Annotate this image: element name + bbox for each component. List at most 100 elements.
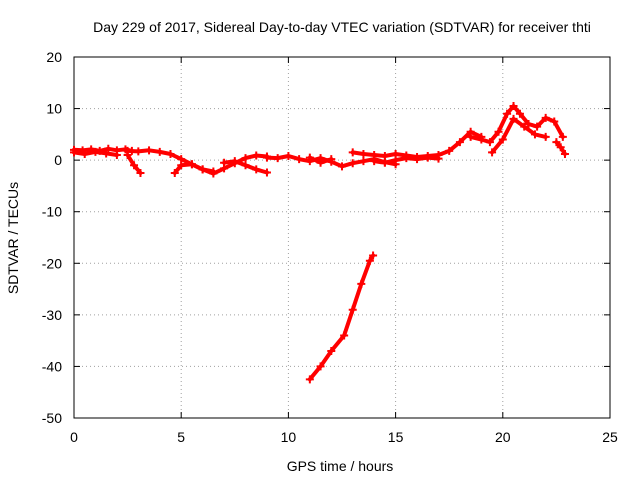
data-point [556,143,565,152]
x-axis-label: GPS time / hours [287,458,394,474]
data-point [327,346,336,355]
data-point [380,152,389,161]
data-point [91,147,100,156]
data-point [488,148,497,157]
data-point [359,157,368,166]
data-point [359,149,368,158]
data-point [541,113,550,122]
y-axis-label: SDTVAR / TECUs [5,182,21,294]
data-point [391,156,400,165]
data-point [134,147,143,156]
data-point [198,165,207,174]
x-tick-label: 10 [281,429,297,445]
data-point [520,122,529,131]
data-point [485,138,494,147]
data-point [402,154,411,163]
data-point [466,132,475,141]
data-point [305,375,314,384]
grid [74,57,610,418]
data-point [145,146,154,155]
data-point [552,138,561,147]
x-tick-label: 5 [177,429,185,445]
data-point [560,149,569,158]
y-tick-label: -20 [42,255,62,271]
data-point [380,158,389,167]
y-tick-label: -50 [42,410,62,426]
data-point [252,165,261,174]
data-point [369,251,378,260]
data-point [220,158,229,167]
data-point [477,135,486,144]
data-point [498,135,507,144]
data-point [230,157,239,166]
x-tick-label: 15 [388,429,404,445]
data-point [348,148,357,157]
data-point [494,127,503,136]
data-point [445,146,454,155]
data-point [357,279,366,288]
data-point [509,114,518,123]
data-point [273,154,282,163]
data-point [104,144,113,153]
data-point [123,146,132,155]
data-point [316,362,325,371]
data-point [295,155,304,164]
data-point [340,331,349,340]
data-point [112,150,121,159]
x-tick-label: 25 [602,429,618,445]
data-point [338,162,346,171]
data-point [262,168,271,177]
x-tick-label: 20 [495,429,511,445]
data-point [70,148,78,157]
data-point [365,256,374,265]
data-point [541,132,550,141]
series-line-14 [307,253,376,382]
data-point [455,138,464,147]
x-tick-label: 0 [70,429,78,445]
data-point [170,169,179,178]
data-point [177,161,186,170]
data-point [187,160,196,169]
data-point [413,155,422,164]
data-point [550,117,559,126]
y-tick-label: 20 [46,49,62,65]
data-point [423,153,432,162]
data-point [370,157,379,166]
data-point [284,152,293,161]
data-point [252,151,261,160]
data-point [102,149,111,158]
data-point [136,169,145,178]
data-point [509,101,518,110]
data-point [530,130,539,139]
data-point [348,159,357,168]
data-point [130,161,139,170]
y-tick-label: -10 [42,204,62,220]
data-point [305,153,314,162]
y-tick-label: 0 [54,152,62,168]
axis-ticks: 0 5 10 15 20 25 -50 -40 -30 -20 -10 0 10 20 [42,49,618,445]
y-tick-label: 10 [46,101,62,117]
data-series [70,101,569,384]
data-point [558,132,567,141]
y-tick-label: -30 [42,307,62,323]
data-point [524,120,533,129]
data-point [80,149,89,158]
data-point [348,305,357,314]
data-point [241,154,250,163]
chart-title: Day 229 of 2017, Sidereal Day-to-day VTE… [93,19,591,35]
data-point [503,109,512,118]
data-point [155,147,164,156]
data-point [241,161,250,170]
data-point [209,167,218,176]
data-point [533,122,542,131]
data-point [262,153,271,162]
y-tick-label: -40 [42,358,62,374]
data-point [166,149,175,158]
data-point [434,154,443,163]
data-point [515,109,524,118]
data-point [316,158,325,167]
data-point [327,155,336,164]
plot-frame [73,56,611,419]
